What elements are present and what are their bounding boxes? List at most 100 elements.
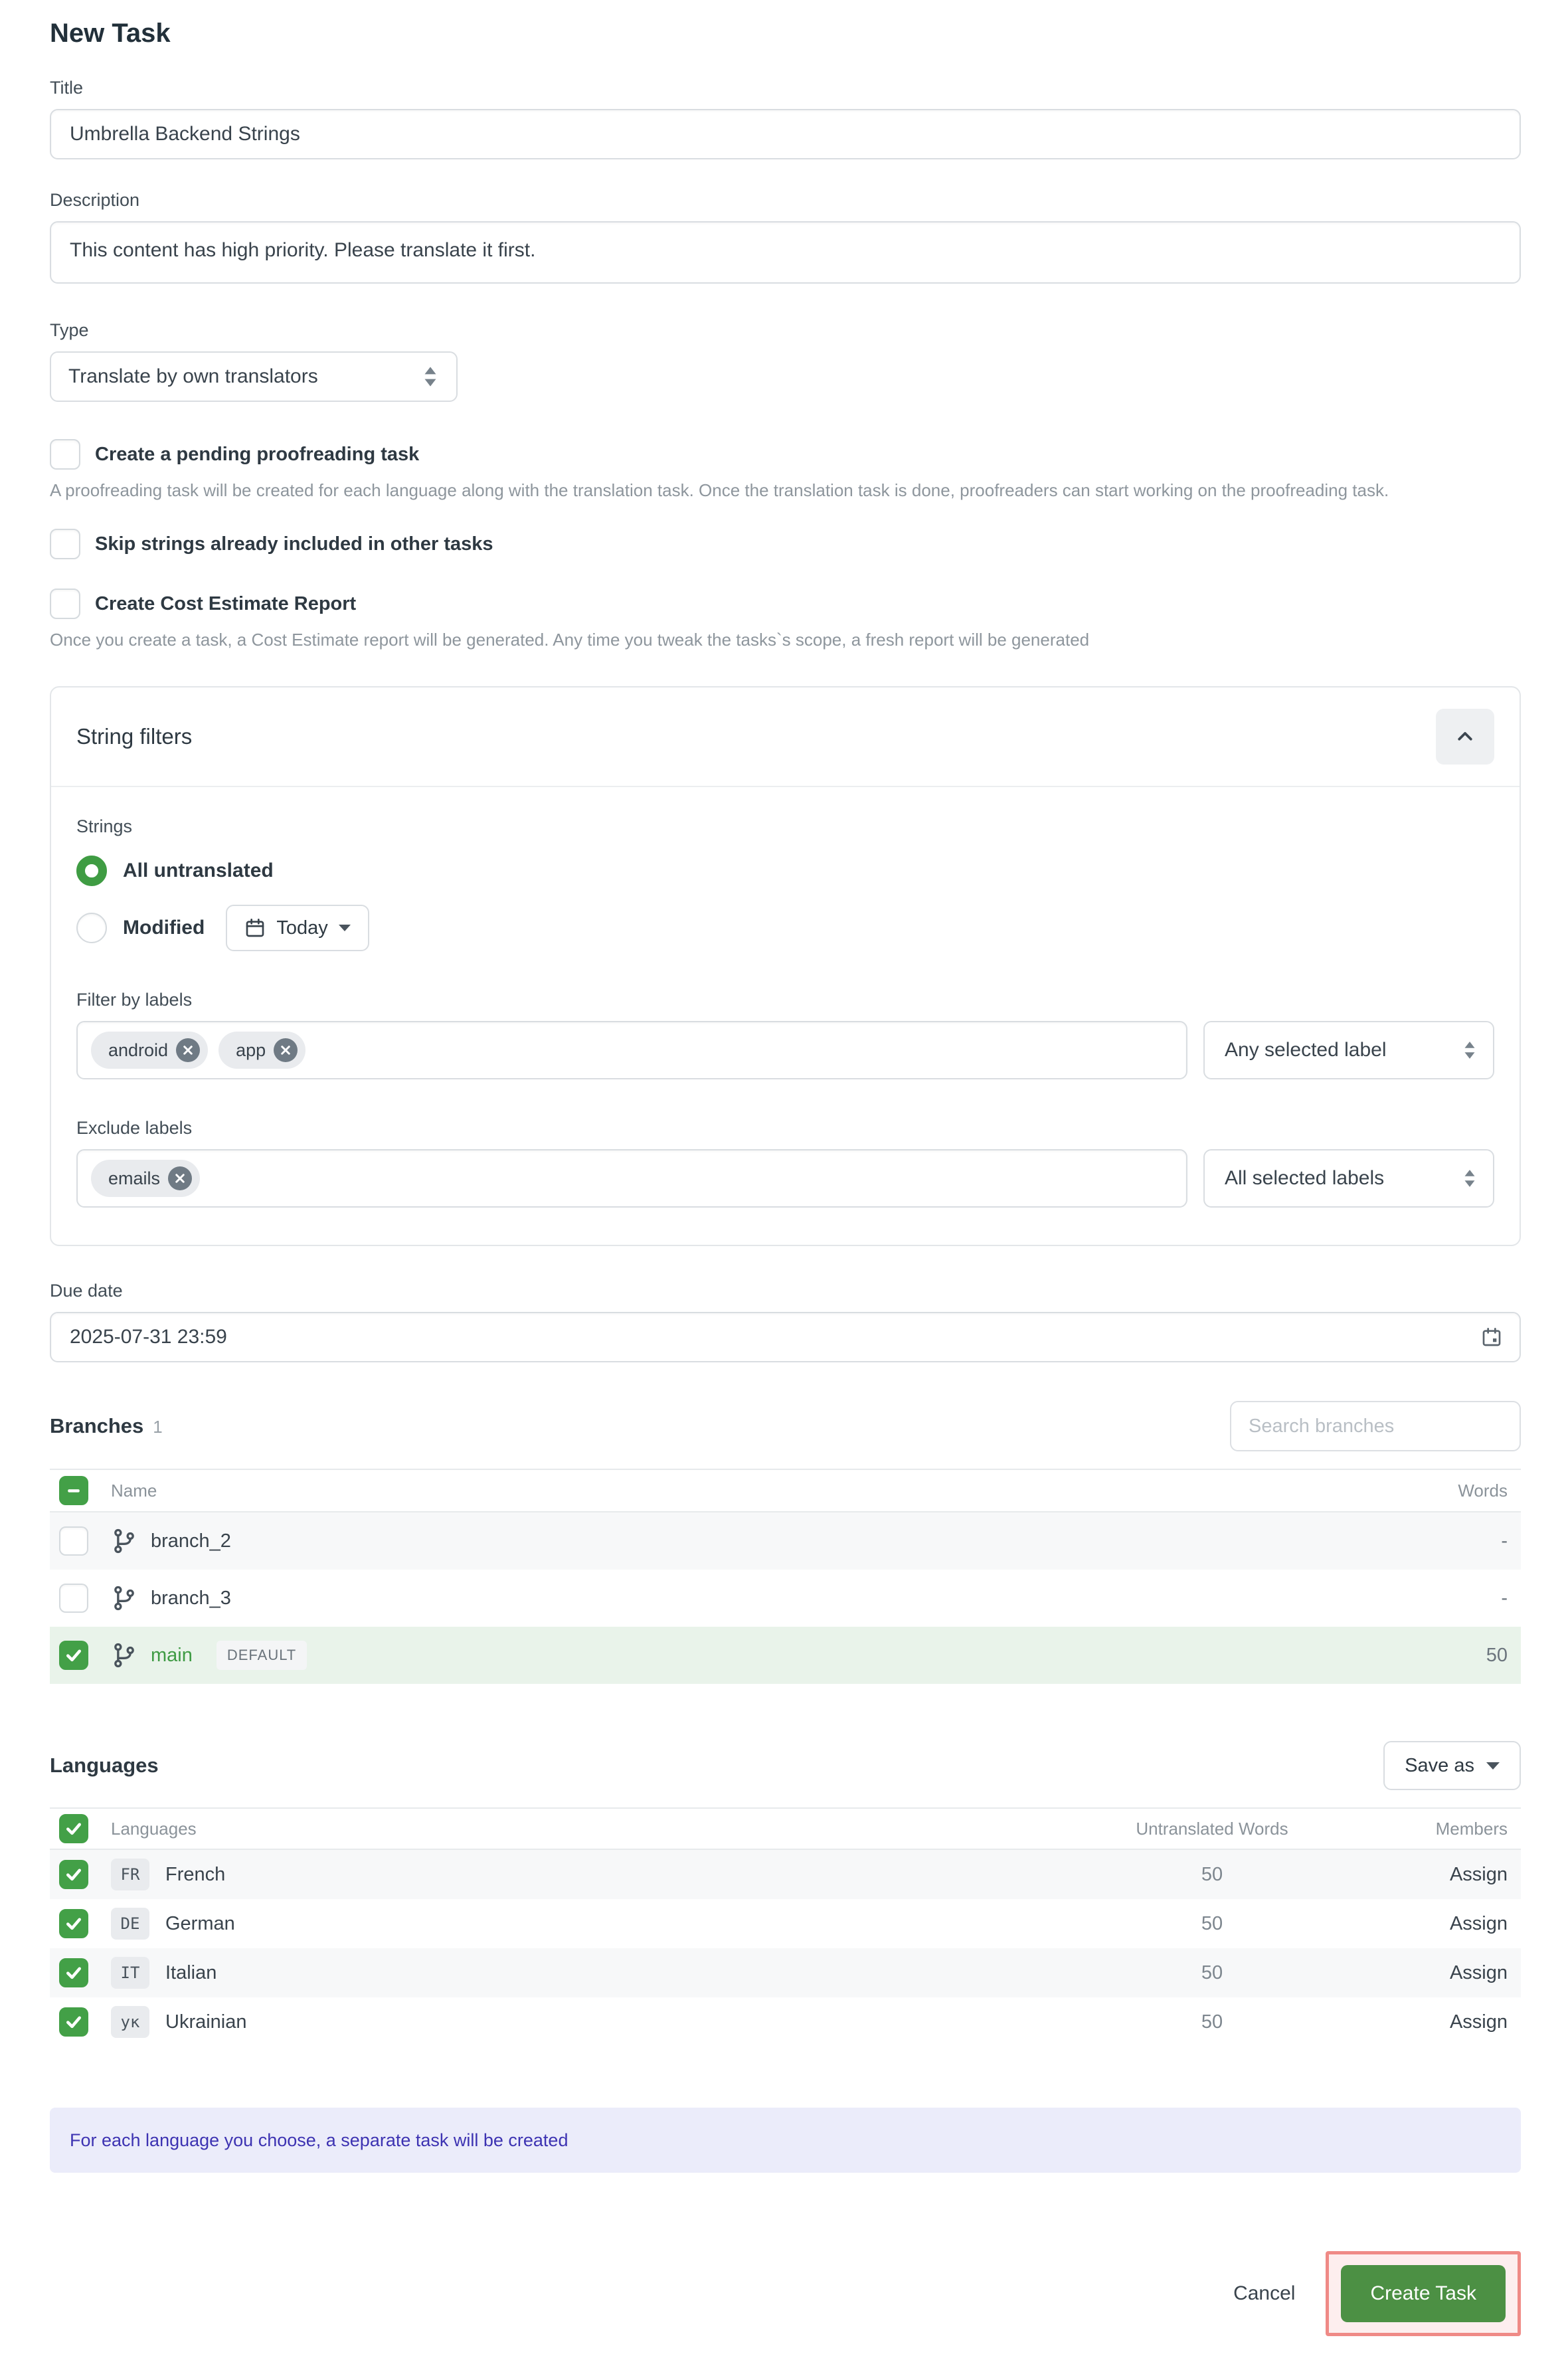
exclude-labels-label: Exclude labels [76,1118,193,1138]
exclude-labels-input[interactable]: emails [76,1149,1187,1208]
check-icon [66,1649,81,1662]
label-chip-text: emails [108,1168,161,1188]
modified-range-value: Today [276,917,328,939]
languages-title: Languages [50,1754,159,1777]
branch-words: 50 [1486,1644,1508,1666]
branches-table-header: Name Words [50,1469,1521,1512]
branch-words: - [1501,1587,1508,1609]
branch-checkbox[interactable] [59,1641,88,1670]
title-input[interactable] [50,109,1521,159]
radio-all-untranslated[interactable] [76,856,107,886]
description-input[interactable]: This content has high priority. Please t… [50,221,1521,284]
proofreading-checkbox-label: Create a pending proofreading task [95,443,420,465]
languages-col-members: Members [1435,1818,1508,1839]
caret-down-icon [1486,1762,1500,1770]
create-task-button[interactable]: Create Task [1341,2265,1506,2322]
languages-note: For each language you choose, a separate… [50,2108,1521,2173]
select-all-languages-checkbox[interactable] [59,1814,88,1843]
calendar-icon [246,919,264,937]
proofreading-checkbox[interactable] [50,439,80,470]
indeterminate-dash-icon [68,1489,80,1493]
branch-checkbox[interactable] [59,1584,88,1613]
due-date-field: Due date [50,1281,1521,1362]
cost-estimate-checkbox[interactable] [50,589,80,619]
label-chip-text: android [108,1040,169,1060]
cost-estimate-help-text: Once you create a task, a Cost Estimate … [50,630,1090,650]
type-field: Type Translate by own translators [50,320,1521,402]
save-as-label: Save as [1405,1754,1474,1776]
filter-by-labels-label: Filter by labels [76,990,193,1010]
save-as-dropdown[interactable]: Save as [1383,1741,1521,1790]
check-icon [66,1918,81,1930]
string-filters-card: String filters Strings All untranslated … [50,686,1521,1246]
language-row[interactable]: ук Ukrainian 50 Assign [50,1997,1521,2047]
select-all-branches-checkbox[interactable] [59,1476,88,1505]
type-select[interactable]: Translate by own translators [50,351,458,402]
assign-link[interactable]: Assign [1449,1912,1508,1934]
language-checkbox[interactable] [59,1958,88,1987]
skip-strings-checkbox[interactable] [50,529,80,559]
branch-row[interactable]: main DEFAULT 50 [50,1627,1521,1684]
filter-labels-input[interactable]: android app [76,1021,1187,1079]
page-title: New Task [50,19,171,48]
string-filters-body: Strings All untranslated Modified Today … [51,787,1520,1245]
string-filters-header: String filters [51,687,1520,786]
branches-col-words: Words [1458,1480,1508,1501]
language-row[interactable]: IT Italian 50 Assign [50,1948,1521,1997]
cost-estimate-checkbox-label: Create Cost Estimate Report [95,593,357,614]
remove-label-button[interactable] [176,1038,201,1062]
due-date-input[interactable] [50,1312,1521,1362]
due-date-label: Due date [50,1281,123,1301]
exclude-labels-mode-value: All selected labels [1225,1167,1385,1189]
description-label: Description [50,190,140,210]
git-branch-icon [114,1528,134,1554]
assign-link[interactable]: Assign [1449,1962,1508,1983]
title-label: Title [50,78,84,98]
assign-link[interactable]: Assign [1449,2011,1508,2033]
language-untranslated-words: 50 [1201,1912,1223,1934]
cancel-button[interactable]: Cancel [1233,2282,1296,2304]
skip-strings-checkbox-row[interactable]: Skip strings already included in other t… [50,529,1521,559]
branches-section-head: Branches 1 [50,1401,1521,1451]
description-field: Description This content has high priori… [50,190,1521,287]
language-name: Italian [165,1962,217,1983]
radio-modified[interactable] [76,913,107,943]
collapse-button[interactable] [1436,709,1494,765]
language-row[interactable]: FR French 50 Assign [50,1850,1521,1899]
language-name: French [165,1863,226,1885]
close-icon [183,1046,193,1055]
string-filters-title: String filters [76,724,193,749]
radio-all-untranslated-row[interactable]: All untranslated [76,856,1494,886]
chevron-up-icon [1458,732,1472,741]
branch-checkbox[interactable] [59,1526,88,1556]
language-checkbox[interactable] [59,2007,88,2037]
assign-link[interactable]: Assign [1449,1863,1508,1885]
language-checkbox[interactable] [59,1909,88,1938]
branch-row[interactable]: branch_3 - [50,1570,1521,1627]
branch-row[interactable]: branch_2 - [50,1512,1521,1570]
label-chip-text: app [236,1040,266,1060]
search-branches-input[interactable] [1230,1401,1521,1451]
filter-labels-mode-dropdown[interactable]: Any selected label [1203,1021,1494,1079]
highlight-box: Create Task [1326,2251,1521,2336]
language-name: German [165,1912,235,1934]
proofreading-checkbox-row[interactable]: Create a pending proofreading task [50,439,1521,470]
exclude-labels-row: emails All selected labels [76,1149,1494,1208]
remove-label-button[interactable] [168,1166,193,1190]
label-chip: app [218,1032,306,1069]
cost-estimate-checkbox-row[interactable]: Create Cost Estimate Report [50,589,1521,619]
languages-section-head: Languages Save as [50,1741,1521,1790]
languages-col-languages: Languages [111,1818,197,1839]
remove-label-button[interactable] [274,1038,298,1062]
language-name: Ukrainian [165,2011,247,2033]
language-checkbox[interactable] [59,1860,88,1889]
language-row[interactable]: DE German 50 Assign [50,1899,1521,1948]
radio-modified-label: Modified [123,917,205,939]
modified-range-dropdown[interactable]: Today [226,905,369,951]
exclude-labels-mode-dropdown[interactable]: All selected labels [1203,1149,1494,1208]
branch-name: main [151,1644,193,1666]
updown-icon [1464,1042,1475,1059]
calendar-icon[interactable] [1481,1326,1502,1348]
radio-modified-row[interactable]: Modified Today [76,905,1494,951]
languages-table: Languages Untranslated Words Members FR … [50,1807,1521,2047]
